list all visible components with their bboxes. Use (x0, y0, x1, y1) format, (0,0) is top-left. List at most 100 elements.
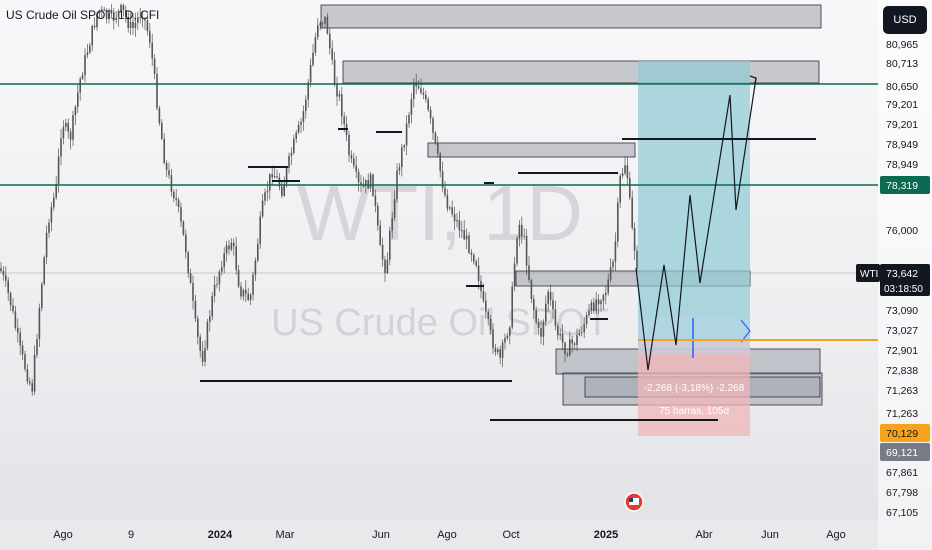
candle-body (429, 109, 432, 119)
candle-body (29, 381, 31, 384)
candle-body (600, 300, 602, 305)
candle-body (590, 302, 593, 311)
candle-body (432, 118, 434, 133)
price-axis-label: 70,129 (886, 428, 918, 440)
candle-body (492, 329, 494, 349)
price-axis-label: 71,263 (886, 408, 918, 420)
candle-body (355, 165, 357, 172)
candle-body (444, 187, 446, 196)
measure-label: -2,268 (-3,18%) -2.268 (644, 383, 745, 394)
candle-body (113, 11, 115, 21)
candle-body (475, 261, 477, 266)
flag-icon-stripes (629, 498, 639, 505)
candle-body (605, 292, 607, 296)
candle-body (149, 31, 151, 43)
candle-body (487, 311, 489, 319)
candle-body (585, 315, 588, 325)
price-axis-highlight (880, 176, 930, 194)
candle-body (326, 16, 329, 34)
candle-body (300, 121, 302, 125)
price-zone[interactable] (320, 4, 822, 29)
chart-title: US Crude Oil SPOT, 1D, CFI (6, 8, 160, 22)
candle-body (65, 122, 67, 127)
candle-body (62, 126, 65, 139)
candle-body (626, 165, 629, 179)
projection-path[interactable] (635, 77, 757, 371)
candle-body (96, 13, 98, 28)
candle-body (189, 273, 192, 283)
candle-body (309, 64, 312, 83)
candle-body (465, 235, 468, 240)
candle-body (206, 321, 209, 349)
candle-body (314, 37, 317, 53)
candle-body (353, 158, 355, 166)
candle-body (374, 195, 377, 206)
candle-body (91, 25, 93, 46)
candle-body (636, 250, 638, 269)
candle-body (343, 116, 345, 124)
projection-arrowhead (749, 75, 757, 85)
candle-body (554, 309, 557, 326)
candle-body (139, 17, 141, 19)
candle-body (9, 292, 12, 306)
candle-body (120, 4, 122, 11)
candle-body (521, 224, 523, 237)
price-axis-label: 72,901 (886, 345, 918, 357)
candle-body (132, 21, 134, 28)
candle-body (482, 290, 485, 301)
candle-body (12, 305, 14, 312)
candle-body (461, 230, 463, 232)
watermark-symbol: WTI, 1D (297, 169, 583, 257)
candle-body (14, 311, 17, 328)
candle-body (53, 197, 55, 208)
candle-body (511, 286, 513, 328)
candle-body (199, 336, 201, 351)
candle-body (633, 227, 636, 251)
candle-body (137, 17, 139, 23)
candle-body (98, 11, 101, 14)
candle-body (101, 9, 103, 12)
candle-body (509, 327, 511, 336)
price-axis-label: 67,798 (886, 487, 918, 499)
candle-body (621, 173, 624, 176)
candle-body (559, 333, 561, 336)
price-axis-label: 80,650 (886, 81, 918, 93)
economic-event-icon[interactable] (624, 492, 644, 512)
candle-body (247, 293, 249, 300)
candle-body (127, 16, 129, 29)
price-zone[interactable] (427, 142, 636, 158)
candle-body (204, 348, 206, 362)
candle-body (595, 299, 597, 311)
candle-body (254, 260, 257, 275)
candle-body (103, 9, 105, 11)
candle-body (549, 291, 552, 301)
candle-body (36, 339, 38, 355)
time-axis-label: Oct (502, 529, 519, 541)
candle-body (182, 221, 185, 235)
price-axis-label: 78,949 (886, 139, 918, 151)
candle-body (408, 114, 410, 124)
candle-body (506, 335, 509, 338)
candle-body (209, 316, 211, 322)
candle-body (89, 45, 91, 53)
candle-body (317, 25, 319, 38)
target-zone[interactable] (638, 61, 750, 339)
price-axis-highlight (880, 424, 930, 442)
currency-button[interactable]: USD (883, 6, 927, 34)
candle-body (561, 333, 564, 343)
candle-body (72, 115, 74, 140)
candle-body (173, 191, 175, 199)
candle-body (518, 224, 521, 239)
time-axis-label: 2025 (594, 529, 618, 541)
candle-body (233, 242, 235, 247)
candle-body (161, 122, 163, 139)
price-axis-label: 67,105 (886, 507, 918, 519)
candle-body (350, 155, 353, 159)
candle-body (151, 42, 153, 59)
candle-body (192, 282, 194, 301)
measure-arrow[interactable] (740, 319, 751, 343)
candle-body (525, 235, 528, 266)
candle-body (341, 94, 343, 117)
